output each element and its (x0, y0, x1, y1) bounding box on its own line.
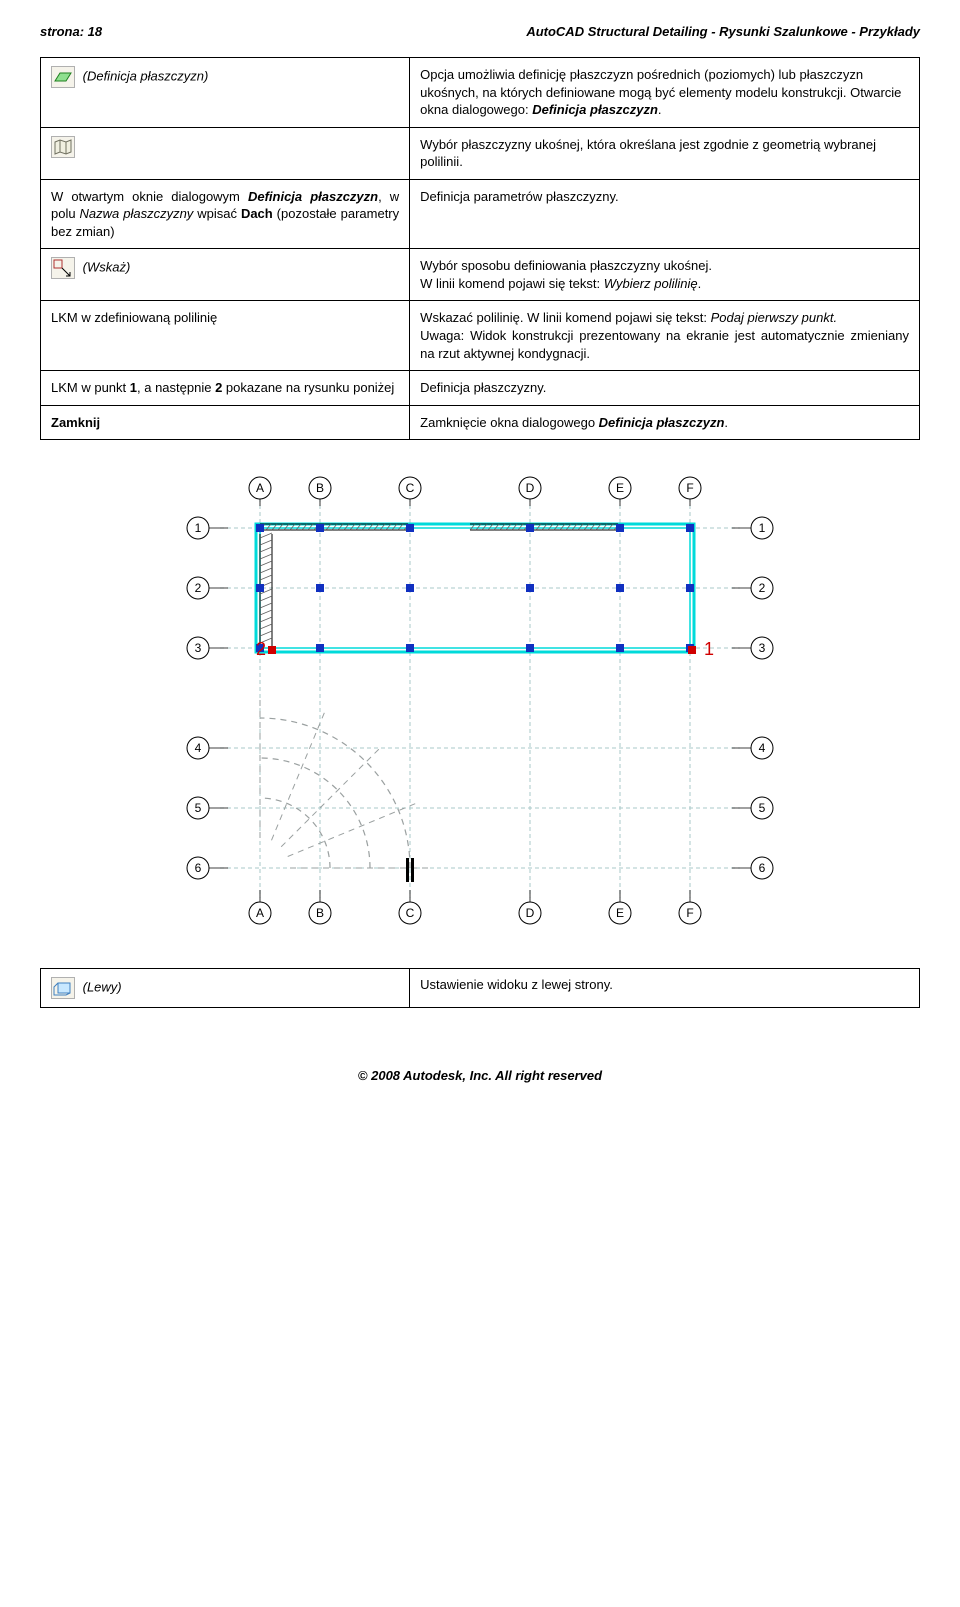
svg-text:6: 6 (195, 861, 202, 875)
svg-text:4: 4 (759, 741, 766, 755)
svg-text:5: 5 (195, 801, 202, 815)
cell-text: Opcja umożliwia definicję płaszczyzn poś… (410, 58, 920, 128)
arrow-icon (51, 257, 75, 279)
svg-text:4: 4 (195, 741, 202, 755)
svg-text:2: 2 (256, 639, 266, 659)
plan-diagram: 1 2 A A B B C C D D E E F F 1 1 2 2 3 3 4 4 5 5 6 6 (160, 468, 800, 928)
svg-text:B: B (316, 481, 324, 495)
planes-icon (51, 66, 75, 88)
svg-text:F: F (686, 481, 693, 495)
table-row: (Definicja płaszczyzn) Opcja umożliwia d… (41, 58, 920, 128)
svg-text:B: B (316, 906, 324, 920)
table-row: Zamknij Zamknięcie okna dialogowego Defi… (41, 405, 920, 440)
page-number: strona: 18 (40, 24, 102, 39)
svg-text:E: E (616, 481, 624, 495)
table-row: Wybór płaszczyzny ukośnej, która określa… (41, 127, 920, 179)
footer-copyright: © 2008 Autodesk, Inc. All right reserved (40, 1068, 920, 1083)
svg-text:1: 1 (195, 521, 202, 535)
instruction-table: (Definicja płaszczyzn) Opcja umożliwia d… (40, 57, 920, 440)
svg-text:6: 6 (759, 861, 766, 875)
cell-text: Wskazać polilinię. W linii komend pojawi… (410, 301, 920, 371)
svg-text:A: A (256, 481, 264, 495)
lewy-icon (51, 977, 75, 999)
cell-text: Zamknij (41, 405, 410, 440)
svg-text:C: C (406, 906, 415, 920)
map-icon (51, 136, 75, 158)
svg-text:D: D (526, 481, 535, 495)
svg-text:E: E (616, 906, 624, 920)
doc-title: AutoCAD Structural Detailing - Rysunki S… (526, 24, 920, 39)
cell-text: W otwartym oknie dialogowym Definicja pł… (41, 179, 410, 249)
cell-text: Ustawienie widoku z lewej strony. (410, 969, 920, 1008)
cell-text: Definicja parametrów płaszczyzny. (410, 179, 920, 249)
cell-text: Definicja płaszczyzny. (410, 371, 920, 406)
svg-text:C: C (406, 481, 415, 495)
svg-text:A: A (256, 906, 264, 920)
svg-text:3: 3 (759, 641, 766, 655)
svg-text:1: 1 (759, 521, 766, 535)
lewy-icon-label: (Lewy) (83, 980, 122, 995)
table-row: W otwartym oknie dialogowym Definicja pł… (41, 179, 920, 249)
table-row: (Lewy) Ustawienie widoku z lewej strony. (41, 969, 920, 1008)
cell-text: Zamknięcie okna dialogowego Definicja pł… (410, 405, 920, 440)
cell-text: Wybór sposobu definiowania płaszczyzny u… (410, 249, 920, 301)
svg-text:2: 2 (195, 581, 202, 595)
svg-text:1: 1 (704, 639, 714, 659)
planes-icon-label: (Definicja płaszczyzn) (83, 68, 209, 83)
table-row: LKM w punkt 1, a następnie 2 pokazane na… (41, 371, 920, 406)
svg-text:5: 5 (759, 801, 766, 815)
lewy-table: (Lewy) Ustawienie widoku z lewej strony. (40, 968, 920, 1008)
cell-text: Wybór płaszczyzny ukośnej, która określa… (410, 127, 920, 179)
cell-text: LKM w zdefiniowaną polilinię (41, 301, 410, 371)
svg-text:3: 3 (195, 641, 202, 655)
svg-text:2: 2 (759, 581, 766, 595)
table-row: (Wskaż) Wybór sposobu definiowania płasz… (41, 249, 920, 301)
cell-text: LKM w punkt 1, a następnie 2 pokazane na… (41, 371, 410, 406)
wskaz-icon-label: (Wskaż) (83, 260, 131, 275)
svg-text:D: D (526, 906, 535, 920)
svg-text:F: F (686, 906, 693, 920)
table-row: LKM w zdefiniowaną polilinię Wskazać pol… (41, 301, 920, 371)
